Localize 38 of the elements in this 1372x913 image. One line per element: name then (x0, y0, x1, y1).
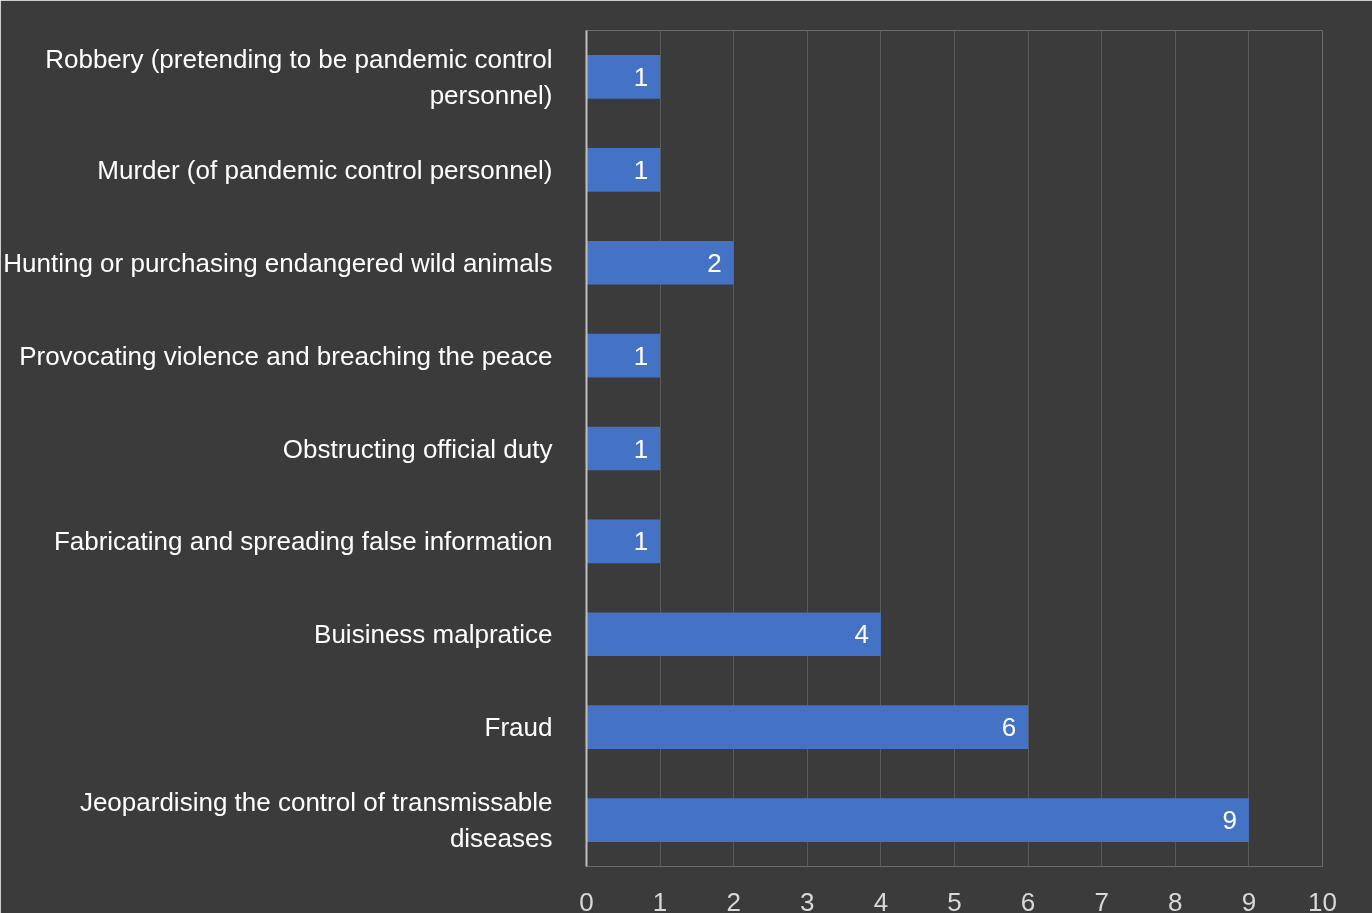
data-label: 6 (1001, 712, 1017, 743)
bar (586, 240, 734, 285)
x-tick-label: 9 (1241, 886, 1257, 913)
y-tick-label: Fabricating and spreading false information (53, 526, 553, 557)
y-tick-label: Robbery (pretending to be pandemic control personnel) (45, 43, 553, 110)
x-tick-label: 6 (1020, 886, 1036, 913)
bar (586, 426, 661, 471)
x-tick-label: 10 (1308, 886, 1337, 913)
data-label: 1 (633, 61, 649, 92)
bar (586, 612, 881, 657)
y-tick-label: Fraud (484, 712, 553, 743)
data-label: 4 (854, 619, 869, 650)
data-label: 1 (633, 154, 649, 185)
data-label: 1 (633, 340, 649, 371)
bar (586, 333, 661, 378)
y-tick-label: Provocating violence and breaching the peace (19, 340, 553, 371)
x-tick-label: 8 (1168, 886, 1183, 913)
bar (586, 705, 1029, 749)
data-label: 9 (1222, 805, 1237, 836)
data-label: 1 (633, 433, 649, 464)
y-tick-label: Buisiness malpratice (314, 619, 553, 650)
y-tick-label: Hunting or purchasing endangered wild animals (3, 247, 553, 278)
y-tick-label: Jeopardising the control of transmissable diseases (79, 787, 553, 854)
x-tick-label: 1 (652, 886, 668, 913)
bar (586, 519, 661, 564)
bar (586, 55, 661, 99)
x-tick-label: 4 (873, 886, 889, 913)
data-label: 2 (707, 247, 722, 278)
x-tick-label: 2 (726, 886, 741, 913)
y-tick-label: Murder (of pandemic control personnel) (97, 154, 553, 185)
x-tick-label: 7 (1094, 886, 1109, 913)
y-tick-label: Obstructing official duty (282, 433, 553, 464)
x-tick-label: 0 (579, 886, 594, 913)
x-tick-label: 3 (800, 886, 815, 913)
bar (586, 798, 1249, 842)
bar (586, 148, 661, 192)
data-label: 1 (633, 526, 649, 557)
x-tick-label: 5 (947, 886, 962, 913)
